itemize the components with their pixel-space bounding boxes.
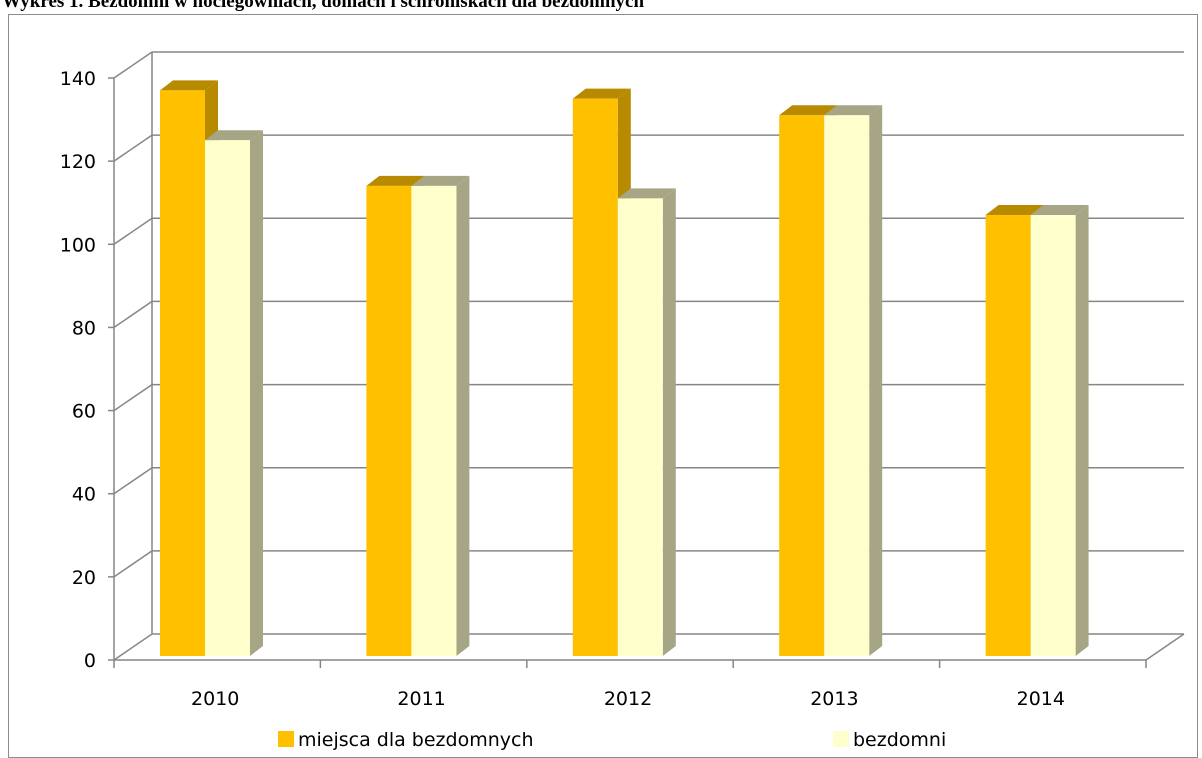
gridline-depth: [113, 633, 153, 661]
bar-side: [250, 130, 263, 656]
bar-top: [1030, 205, 1089, 216]
chart-caption: Wykres 1. Bezdomni w noclegowniach, doma…: [2, 0, 645, 12]
gridline-depth: [113, 383, 153, 412]
bar-top: [824, 105, 883, 116]
legend-swatch: [833, 731, 849, 747]
bar: [205, 140, 250, 656]
legend-label: miejsca dla bezdomnych: [298, 729, 534, 751]
bar-top: [366, 175, 425, 186]
y-tick-label: 120: [60, 151, 96, 173]
y-tick-label: 60: [72, 401, 96, 423]
bar-side: [869, 105, 883, 656]
gridline-depth: [113, 550, 153, 578]
legend-swatch: [278, 731, 294, 747]
bar-top: [779, 105, 838, 116]
x-tick-label: 2011: [397, 688, 445, 710]
x-tick-label: 2013: [810, 688, 858, 710]
bar: [985, 215, 1031, 656]
bar-top: [205, 130, 263, 141]
bar-top: [617, 188, 676, 199]
bar-side: [662, 188, 676, 656]
bar: [824, 115, 870, 656]
gridline-depth: [113, 217, 153, 245]
bar-top: [985, 205, 1044, 216]
y-tick-label: 80: [72, 317, 96, 339]
bar: [617, 198, 663, 656]
bar-top: [411, 175, 470, 186]
gridline-depth: [113, 467, 153, 495]
gridline-depth: [113, 300, 153, 329]
bar: [160, 90, 205, 657]
bar: [411, 185, 457, 656]
bar: [779, 115, 825, 656]
floor-edge: [1145, 633, 1185, 661]
bar: [572, 98, 618, 657]
y-tick-label: 100: [60, 234, 96, 256]
bar-side: [1075, 205, 1089, 656]
y-tick-label: 20: [72, 567, 96, 589]
y-tick-label: 140: [60, 68, 96, 90]
y-tick-label: 0: [84, 650, 96, 672]
bar: [366, 185, 412, 656]
x-tick-label: 2014: [1017, 688, 1065, 710]
bar-side: [456, 175, 470, 656]
bar-top: [160, 80, 218, 91]
bar: [1030, 215, 1076, 656]
gridline-depth: [113, 134, 153, 162]
legend-label: bezdomni: [853, 729, 946, 751]
x-tick-label: 2010: [191, 688, 239, 710]
x-tick-label: 2012: [604, 688, 652, 710]
gridline-depth: [113, 51, 153, 79]
bar-top: [572, 88, 631, 99]
y-tick-label: 40: [72, 484, 96, 506]
